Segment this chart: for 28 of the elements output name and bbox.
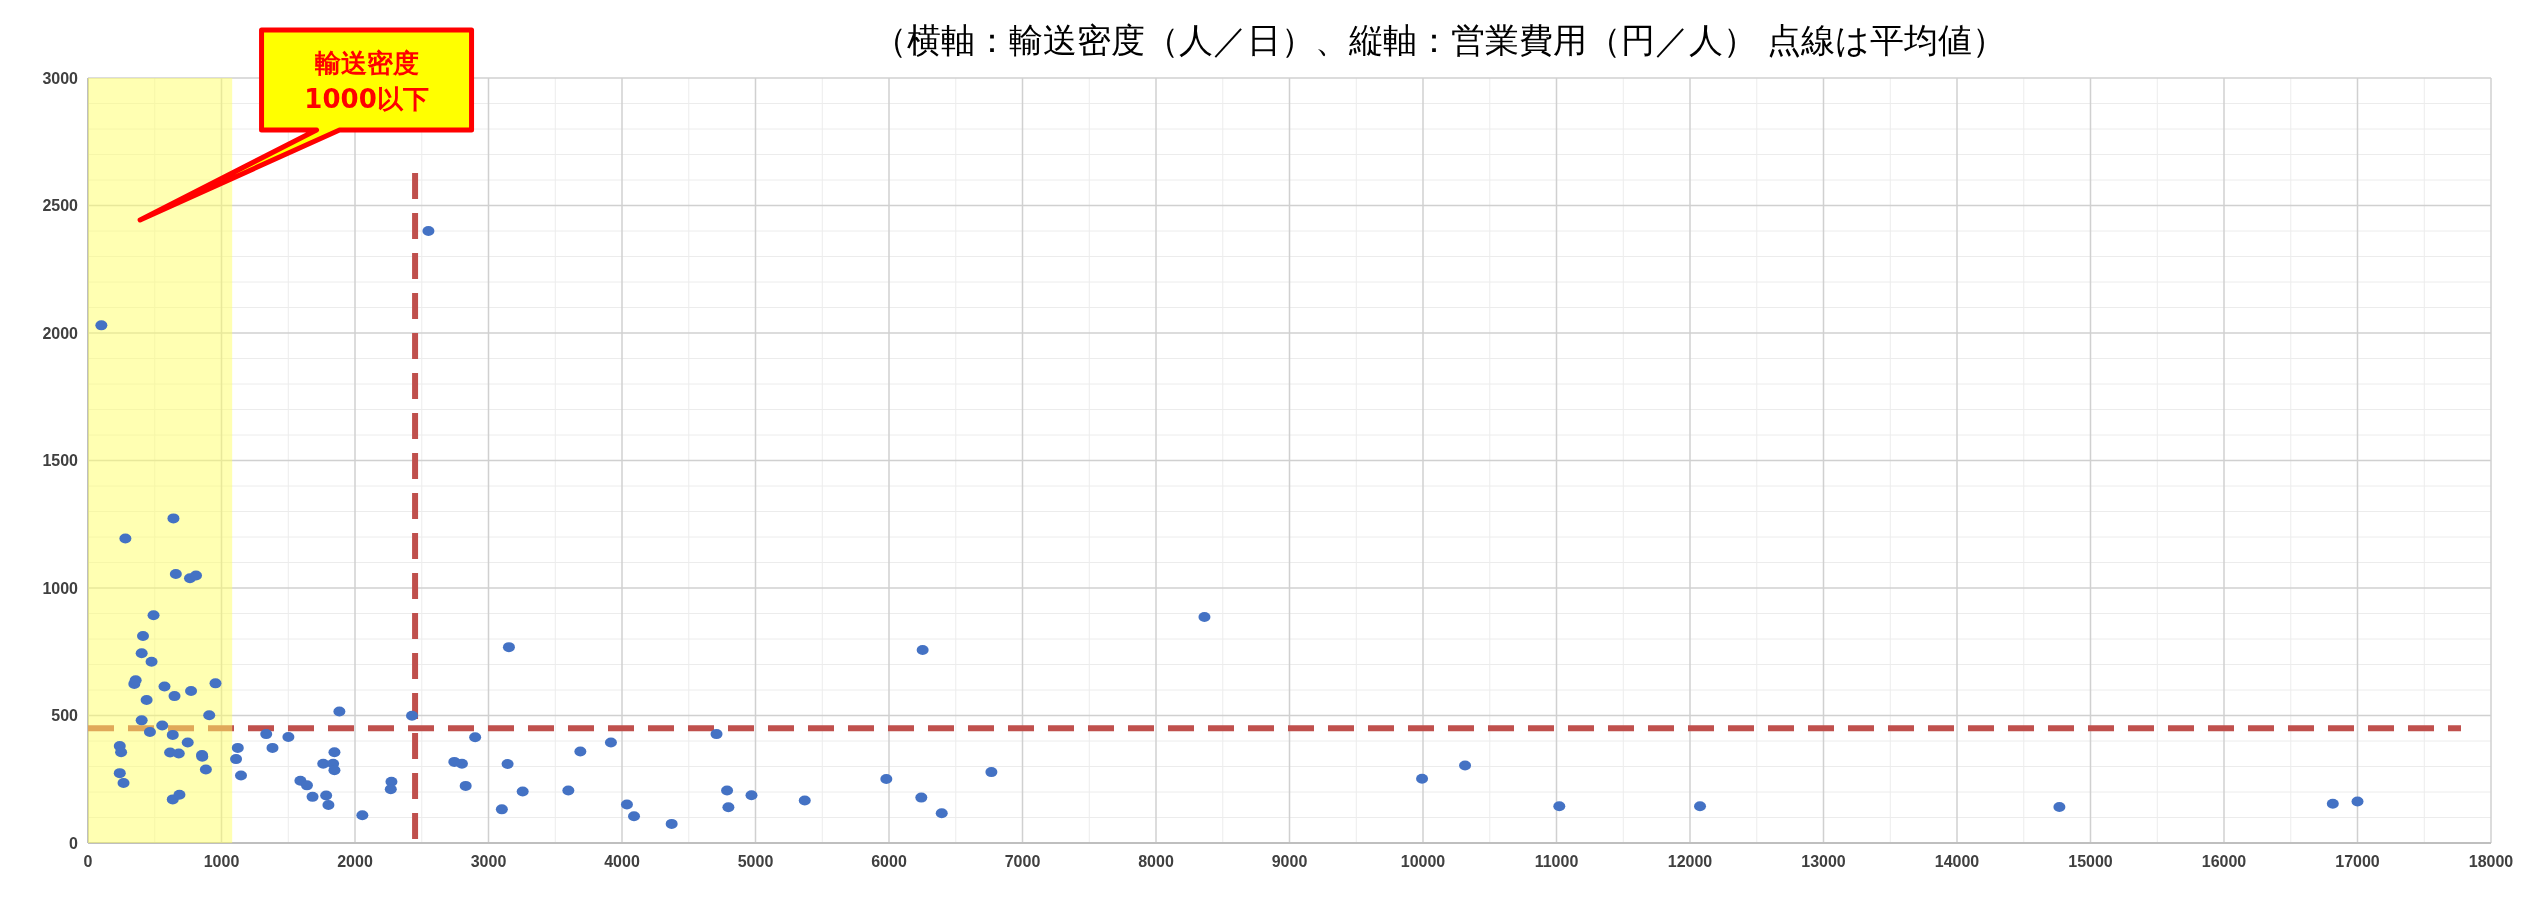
x-tick-label: 18000 (2468, 853, 2514, 870)
y-tick-label: 1500 (42, 452, 79, 470)
x-tick-label: 1000 (203, 853, 240, 870)
x-tick-label: 6000 (871, 853, 907, 870)
x-tick-label: 12000 (1667, 853, 1713, 870)
x-tick-label: 4000 (604, 853, 640, 870)
annotation: 輸送密度 1000以下 (304, 48, 429, 114)
y-tick-label: 2000 (42, 324, 79, 342)
x-tick-label: 16000 (2201, 853, 2247, 870)
y-tick-label: 3000 (42, 69, 79, 87)
x-tick-label: 2000 (337, 853, 373, 870)
y-tick-label: 1000 (42, 579, 79, 597)
y-tick-label: 500 (51, 707, 79, 725)
x-tick-label: 8000 (1138, 853, 1174, 870)
x-tick-label: 10000 (1400, 853, 1446, 870)
x-tick-label: 7000 (1004, 853, 1041, 870)
y-tick-label: 0 (69, 834, 79, 852)
y-tick-label: 2500 (42, 197, 79, 215)
x-tick-label: 3000 (470, 853, 507, 870)
x-tick-label: 0 (83, 853, 93, 870)
x-tick-label: 11000 (1534, 853, 1579, 870)
x-tick-label: 13000 (1801, 853, 1846, 870)
x-tick-label: 17000 (2335, 853, 2380, 870)
x-tick-label: 15000 (2068, 853, 2113, 870)
chart-title: （横軸：輸送密度（人／日）、縦軸：営業費用（円／人） 点線は平均値） (872, 20, 2007, 60)
x-tick-label: 14000 (1934, 853, 1980, 870)
x-tick-label: 5000 (737, 853, 774, 870)
x-tick-label: 9000 (1271, 853, 1308, 870)
